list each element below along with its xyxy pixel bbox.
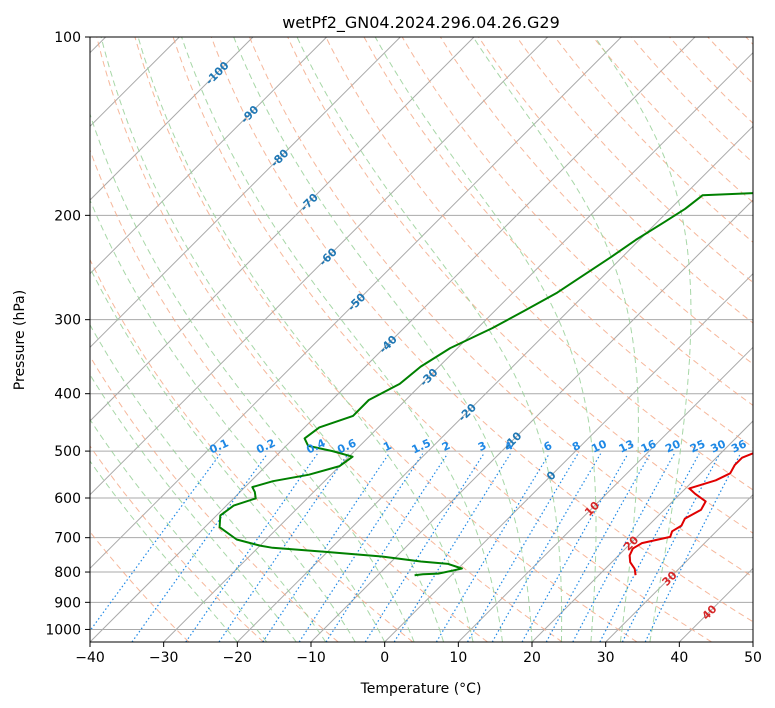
moist-adiabat-line — [296, 37, 563, 642]
background-lines — [90, 37, 753, 642]
mixing-ratio-line — [90, 453, 221, 632]
x-tick-label: 20 — [523, 650, 541, 666]
isotherm-line — [90, 37, 696, 642]
moist-adiabat-line — [90, 460, 238, 642]
moist-adiabat-line — [100, 37, 445, 642]
mixing-ratio-line — [364, 453, 485, 642]
dry-adiabat-line — [172, 37, 712, 642]
isotherm-line — [457, 346, 753, 642]
mixing-ratio-line — [298, 453, 424, 642]
moist-adiabat-line — [90, 373, 297, 642]
mixing-ratio-label: 20 — [663, 437, 683, 455]
plot-area — [90, 37, 753, 642]
mixing-ratio-line — [393, 453, 511, 642]
isotherm-line — [605, 493, 753, 642]
isotherm-line — [531, 420, 753, 642]
y-tick-label: 800 — [54, 565, 81, 581]
dry-adiabat-line — [96, 37, 563, 642]
isotherm-line — [90, 37, 254, 201]
isotherm-line — [90, 37, 475, 422]
mixing-ratio-line — [644, 453, 741, 642]
moist-adiabat-line — [90, 418, 268, 642]
x-tick-label: 50 — [744, 650, 762, 666]
dry-adiabat-line — [630, 37, 753, 164]
mixing-ratio-label: 16 — [639, 437, 659, 455]
y-tick-label: 400 — [54, 387, 81, 403]
moist-adiabat-line — [233, 37, 533, 642]
dry-adiabat-line — [363, 37, 753, 448]
moist-adiabat-line — [472, 37, 639, 642]
mixing-ratio-label: 36 — [729, 437, 749, 455]
y-tick-label: 200 — [54, 208, 81, 224]
mixing-ratio-line — [491, 453, 602, 642]
x-tick-label: 40 — [670, 650, 688, 666]
isotherm-line — [236, 125, 753, 642]
x-tick-label: 0 — [380, 650, 389, 666]
isotherm-line — [90, 37, 622, 570]
mixing-ratio-line — [466, 453, 579, 642]
x-tick-label: −20 — [223, 650, 253, 666]
isotherm-line — [90, 37, 549, 496]
dry-adiabat-line — [134, 37, 638, 642]
moist-adiabat-line — [374, 37, 597, 642]
moist-adiabat-line — [90, 198, 386, 642]
profile-traces — [218, 192, 753, 577]
y-tick-label: 300 — [54, 313, 81, 329]
y-tick-label: 600 — [54, 491, 81, 507]
dry-adiabat-line — [90, 445, 264, 642]
dry-adiabat-line — [325, 37, 753, 491]
y-tick-label: 700 — [54, 531, 81, 547]
x-tick-label: −40 — [75, 650, 105, 666]
mixing-ratio-line — [599, 453, 700, 642]
x-tick-label: 30 — [597, 650, 615, 666]
moist-adiabat-line — [181, 37, 503, 642]
dry-adiabat-line — [401, 37, 753, 406]
y-tick-label: 100 — [54, 30, 81, 46]
mixing-ratio-line — [325, 453, 449, 642]
isotherm-line — [384, 272, 753, 642]
mixing-ratio-line — [435, 453, 550, 642]
moist-adiabat-line — [137, 37, 474, 642]
mixing-ratio-label: 25 — [688, 437, 707, 455]
x-tick-label: −10 — [296, 650, 326, 666]
moist-adiabat-line — [594, 37, 692, 642]
mixing-ratio-label: 10 — [589, 437, 609, 455]
mixing-ratio-line — [262, 453, 390, 642]
mixing-ratio-label: 30 — [708, 437, 728, 455]
moist-adiabat-line — [90, 266, 356, 642]
dry-adiabat-line — [287, 37, 753, 534]
y-tick-label: 1000 — [45, 622, 81, 638]
mixing-ratio-label: 13 — [617, 437, 636, 455]
y-axis-label: Pressure (hPa) — [12, 290, 28, 390]
isotherm-line — [310, 199, 753, 642]
moist-adiabat-line — [90, 112, 415, 642]
dry-adiabat-line — [592, 37, 753, 203]
x-tick-label: 10 — [449, 650, 467, 666]
x-axis-label: Temperature (°C) — [360, 681, 482, 697]
chart-title: wetPf2_GN04.2024.296.04.26.G29 — [282, 13, 560, 33]
y-tick-label: 500 — [54, 444, 81, 460]
axes: −40 −30 −20 −10 0 10 20 30 40 50 100 200 300 400 500 60… — [45, 30, 762, 666]
dry-adiabat-line — [516, 37, 753, 284]
temperature-trace — [628, 342, 753, 576]
dewpoint-trace — [218, 192, 753, 577]
mixing-ratio-line — [131, 453, 268, 642]
plot-frame — [89, 36, 754, 643]
dry-adiabat-line — [90, 258, 414, 642]
dry-adiabat-line — [478, 37, 753, 324]
x-tick-label: −30 — [149, 650, 179, 666]
isotherm-line — [90, 37, 328, 275]
dry-adiabat-line — [249, 37, 753, 578]
y-tick-label: 900 — [54, 595, 81, 611]
